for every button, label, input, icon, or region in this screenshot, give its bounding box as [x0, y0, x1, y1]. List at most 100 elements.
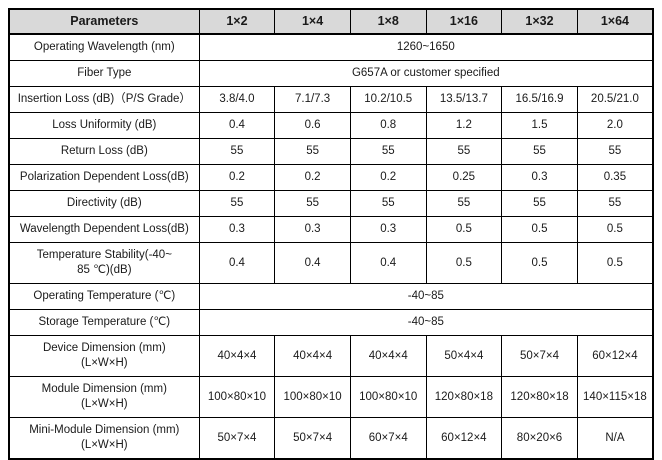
value-cell: 40×4×4: [349, 335, 427, 377]
value-cell: 50×7×4: [198, 417, 276, 460]
value-cell: 60×7×4: [349, 417, 427, 460]
value-cell: 3.8/4.0: [198, 86, 276, 113]
value-cell: 80×20×6: [501, 417, 578, 460]
value-cell: 0.25: [425, 164, 503, 191]
value-cell: 55: [274, 138, 351, 165]
value-cell: 55: [501, 138, 578, 165]
column-header: 1×16: [425, 8, 503, 35]
value-cell: 55: [576, 138, 654, 165]
row-label: Operating Temperature (℃): [8, 283, 200, 310]
table-row: Wavelength Dependent Loss(dB) 0.3 0.3 0.3 0.…: [8, 216, 654, 243]
value-cell: 0.5: [501, 216, 578, 243]
value-cell: 0.3: [198, 216, 276, 243]
value-cell: 140×115×18: [576, 376, 654, 418]
value-cell-span: -40~85: [198, 283, 654, 310]
column-header: 1×2: [198, 8, 276, 35]
value-cell: 0.5: [576, 216, 654, 243]
value-cell: 40×4×4: [198, 335, 276, 377]
value-cell: 13.5/13.7: [425, 86, 503, 113]
row-label: Wavelength Dependent Loss(dB): [8, 216, 200, 243]
value-cell: 0.5: [501, 242, 578, 284]
row-label: Temperature Stability(-40~ 85 ℃)(dB): [8, 242, 200, 284]
value-cell: 120×80×18: [501, 376, 578, 418]
value-cell: 1.5: [501, 112, 578, 139]
specification-table: Parameters 1×2 1×4 1×8 1×16 1×32 1×64 Operati…: [8, 8, 654, 460]
value-cell: 120×80×18: [425, 376, 503, 418]
value-cell: 16.5/16.9: [501, 86, 578, 113]
table-row: Fiber Type G657A or customer specified: [8, 60, 654, 87]
value-cell: 0.2: [274, 164, 351, 191]
value-cell: 40×4×4: [274, 335, 351, 377]
table-row: Loss Uniformity (dB) 0.4 0.6 0.8 1.2 1.5 2.0: [8, 112, 654, 139]
value-cell: 0.2: [349, 164, 427, 191]
value-cell: 55: [274, 190, 351, 217]
table-row: Insertion Loss (dB)（P/S Grade） 3.8/4.0 7.1…: [8, 86, 654, 113]
value-cell: 0.5: [425, 242, 503, 284]
row-label: Mini-Module Dimension (mm) (L×W×H): [8, 417, 200, 460]
value-cell: 0.3: [274, 216, 351, 243]
column-header: 1×8: [349, 8, 427, 35]
value-cell: 0.5: [576, 242, 654, 284]
value-cell: 0.4: [198, 112, 276, 139]
value-cell: 7.1/7.3: [274, 86, 351, 113]
value-cell: 100×80×10: [274, 376, 351, 418]
value-cell-span: -40~85: [198, 309, 654, 336]
table-row: Operating Wavelength (nm) 1260~1650: [8, 33, 654, 61]
row-label: Fiber Type: [8, 60, 200, 87]
value-cell: 0.3: [349, 216, 427, 243]
value-cell: 1.2: [425, 112, 503, 139]
row-label: Storage Temperature (℃): [8, 309, 200, 336]
value-cell: 2.0: [576, 112, 654, 139]
column-header-parameters: Parameters: [8, 8, 200, 35]
value-cell: 55: [349, 190, 427, 217]
value-cell: 0.5: [425, 216, 503, 243]
row-label: Module Dimension (mm) (L×W×H): [8, 376, 200, 418]
value-cell: 60×12×4: [425, 417, 503, 460]
value-cell: 55: [198, 138, 276, 165]
column-header: 1×64: [576, 8, 654, 35]
row-label: Directivity (dB): [8, 190, 200, 217]
table-row: Directivity (dB) 55 55 55 55 55 55: [8, 190, 654, 217]
table-row: Return Loss (dB) 55 55 55 55 55 55: [8, 138, 654, 165]
column-header: 1×32: [501, 8, 578, 35]
row-label: Loss Uniformity (dB): [8, 112, 200, 139]
value-cell: 100×80×10: [198, 376, 276, 418]
value-cell: 0.4: [274, 242, 351, 284]
value-cell: 55: [198, 190, 276, 217]
row-label: Insertion Loss (dB)（P/S Grade）: [8, 86, 200, 113]
table-row: Storage Temperature (℃) -40~85: [8, 309, 654, 336]
value-cell: 0.8: [349, 112, 427, 139]
value-cell: 0.6: [274, 112, 351, 139]
value-cell: 55: [425, 190, 503, 217]
value-cell-span: G657A or customer specified: [198, 60, 654, 87]
row-label: Operating Wavelength (nm): [8, 33, 200, 61]
row-label: Polarization Dependent Loss(dB): [8, 164, 200, 191]
value-cell: 0.2: [198, 164, 276, 191]
value-cell: 0.3: [501, 164, 578, 191]
value-cell: N/A: [576, 417, 654, 460]
value-cell: 50×7×4: [274, 417, 351, 460]
table-row: Operating Temperature (℃) -40~85: [8, 283, 654, 310]
value-cell: 55: [425, 138, 503, 165]
value-cell: 55: [349, 138, 427, 165]
value-cell: 100×80×10: [349, 376, 427, 418]
value-cell: 60×12×4: [576, 335, 654, 377]
column-header: 1×4: [274, 8, 351, 35]
value-cell: 20.5/21.0: [576, 86, 654, 113]
value-cell: 0.4: [349, 242, 427, 284]
row-label: Device Dimension (mm) (L×W×H): [8, 335, 200, 377]
value-cell: 50×4×4: [425, 335, 503, 377]
header-row: Parameters 1×2 1×4 1×8 1×16 1×32 1×64: [8, 8, 654, 35]
table-row: Polarization Dependent Loss(dB) 0.2 0.2 0.2…: [8, 164, 654, 191]
table-row: Temperature Stability(-40~ 85 ℃)(dB) 0.4 0…: [8, 242, 654, 284]
table-row: Device Dimension (mm) (L×W×H) 40×4×4 40×4×…: [8, 335, 654, 377]
value-cell-span: 1260~1650: [198, 33, 654, 61]
value-cell: 55: [501, 190, 578, 217]
value-cell: 0.35: [576, 164, 654, 191]
table-row: Mini-Module Dimension (mm) (L×W×H) 50×7×4…: [8, 417, 654, 460]
row-label: Return Loss (dB): [8, 138, 200, 165]
value-cell: 0.4: [198, 242, 276, 284]
value-cell: 10.2/10.5: [349, 86, 427, 113]
value-cell: 50×7×4: [501, 335, 578, 377]
